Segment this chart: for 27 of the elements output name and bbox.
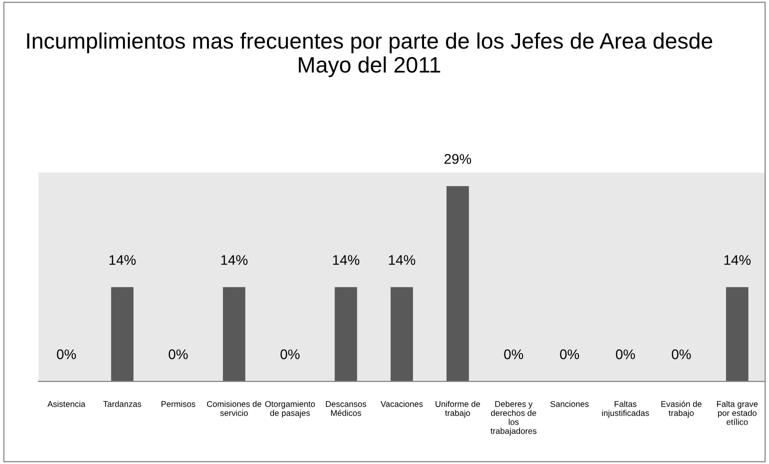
x-tick-label: Uniforme de trabajo <box>436 400 480 418</box>
data-label: 14% <box>333 255 360 265</box>
data-label: 0% <box>672 349 691 360</box>
x-tick-label: Descansos Médicos <box>326 401 366 416</box>
x-tick-label: Falta grave por estado etílico <box>717 400 758 425</box>
data-label: 29% <box>444 154 472 164</box>
x-tick-label: Vacaciones <box>380 400 423 407</box>
x-tick-label: Otorgamiento de pasajes <box>265 400 315 418</box>
data-label: 0% <box>280 349 300 360</box>
data-label: 0% <box>56 349 76 360</box>
x-tick-label: Deberes y derechos de los trabajadores <box>490 400 536 436</box>
chart-title: Incumplimientos mas frecuentes por parte de los Jefes de Area desde Mayo del 2011 <box>27 32 712 78</box>
x-tick-label: Evasión de trabajo <box>661 400 702 418</box>
data-label: 14% <box>388 255 416 265</box>
x-tick-label: Asistencia <box>47 400 86 407</box>
x-tick-label: Sanciones <box>550 400 589 407</box>
data-label: 0% <box>504 349 524 360</box>
data-label: 0% <box>616 349 635 360</box>
data-label: 0% <box>168 349 188 360</box>
x-tick-label: Tardanzas <box>103 400 142 407</box>
data-label: 14% <box>221 255 248 265</box>
data-label: 14% <box>724 255 751 265</box>
data-label: 0% <box>560 349 580 360</box>
x-tick-label: Permisos <box>162 400 196 407</box>
x-tick-label: Comisiones de servicio <box>206 400 262 416</box>
x-tick-label: Faltas injustificadas <box>602 400 649 418</box>
data-label: 14% <box>109 255 136 265</box>
